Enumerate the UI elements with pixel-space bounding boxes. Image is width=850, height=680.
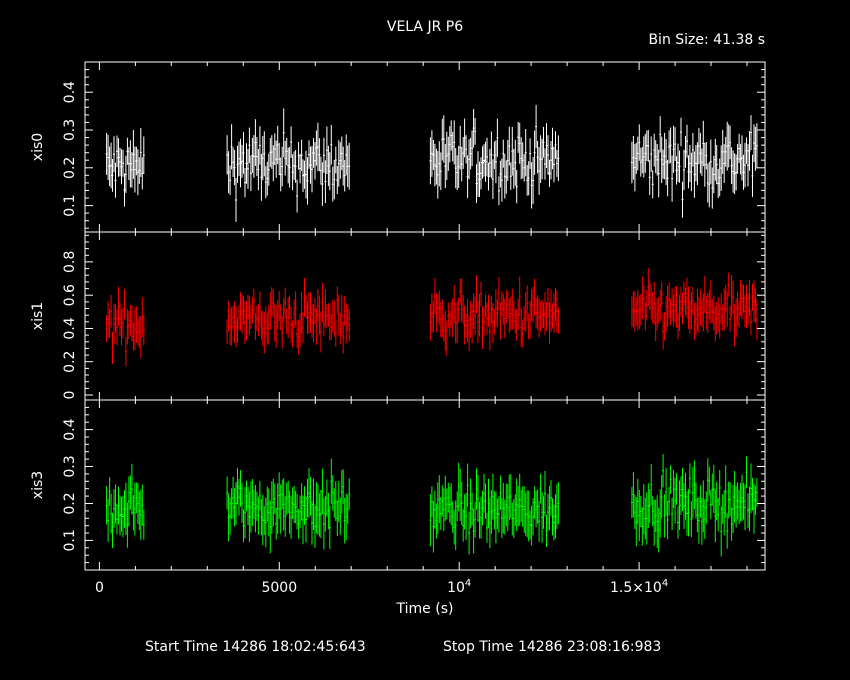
x-tick-label: 1.5×104 xyxy=(610,578,668,596)
y-tick-label: 0.4 xyxy=(62,81,78,103)
start-time-label: Start Time 14286 18:02:45:643 xyxy=(145,639,366,655)
y-tick-label: 0.1 xyxy=(62,529,78,551)
series-xis1 xyxy=(105,268,758,366)
y-axis-label: xis1 xyxy=(30,302,46,330)
y-tick-label: 0.3 xyxy=(62,455,78,477)
y-tick-label: 0.4 xyxy=(62,317,78,339)
panel-frame xyxy=(84,61,766,233)
bin-size-label: Bin Size: 41.38 s xyxy=(648,32,765,48)
panel-frame xyxy=(84,399,766,571)
y-tick-label: 0.4 xyxy=(62,418,78,440)
y-tick-label: 0.2 xyxy=(62,351,78,373)
y-tick-label: 0.2 xyxy=(62,157,78,179)
x-tick-label: 0 xyxy=(95,580,104,596)
y-axis-label: xis0 xyxy=(30,133,46,161)
x-tick-labels: 0 5000 104 1.5×104 xyxy=(95,578,668,596)
y-tick-label: 0.8 xyxy=(62,251,78,273)
stop-time-label: Stop Time 14286 23:08:16:983 xyxy=(443,639,661,655)
panel-xis0: 0.1 0.2 0.3 0.4 xis0 xyxy=(30,61,766,233)
panel-xis1: 0 0.2 0.4 0.6 0.8 xis1 xyxy=(30,231,766,401)
y-tick-label: 0.2 xyxy=(62,492,78,514)
y-tick-label: 0.3 xyxy=(62,119,78,141)
x-tick-label: 5000 xyxy=(261,580,297,596)
x-axis-label: Time (s) xyxy=(396,601,454,617)
chart-title: VELA JR P6 xyxy=(387,19,463,35)
y-axis-label: xis3 xyxy=(30,471,46,499)
series-xis0 xyxy=(105,104,758,222)
y-tick-label: 0.1 xyxy=(62,194,78,216)
y-tick-label: 0 xyxy=(62,391,78,400)
y-tick-label: 0.6 xyxy=(62,284,78,306)
panel-xis3: 0.1 0.2 0.3 0.4 xis3 xyxy=(30,399,766,571)
x-tick-label: 104 xyxy=(447,578,471,596)
series-xis3 xyxy=(105,454,758,557)
